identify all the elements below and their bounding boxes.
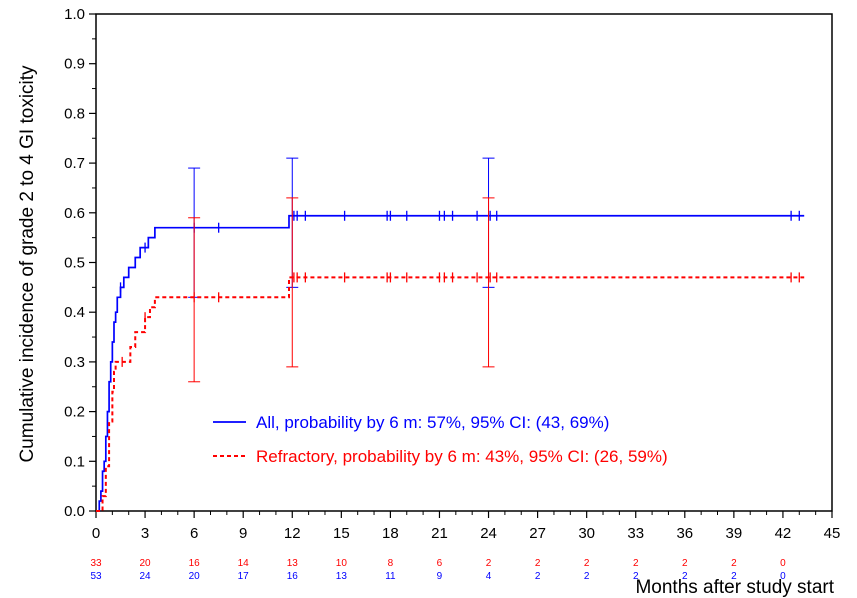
y-tick-label: 0.0 — [64, 503, 85, 520]
at-risk-count: 2 — [535, 558, 541, 569]
x-tick-label: 39 — [726, 525, 743, 542]
at-risk-count: 8 — [388, 558, 394, 569]
x-tick-label: 12 — [284, 525, 301, 542]
y-tick-label: 0.5 — [64, 255, 85, 272]
at-risk-count: 2 — [682, 558, 688, 569]
y-tick-label: 0.1 — [64, 453, 85, 470]
x-tick-label: 33 — [627, 525, 644, 542]
at-risk-count: 2 — [486, 558, 492, 569]
at-risk-count: 13 — [336, 571, 348, 582]
at-risk-count: 0 — [780, 558, 786, 569]
at-risk-count: 14 — [238, 558, 250, 569]
at-risk-count: 2 — [633, 571, 639, 582]
series-line-1 — [96, 276, 805, 512]
x-tick-label: 0 — [92, 525, 100, 542]
y-tick-label: 0.4 — [64, 304, 85, 321]
x-tick-label: 21 — [431, 525, 448, 542]
y-tick-label: 0.3 — [64, 354, 85, 371]
at-risk-count: 9 — [437, 571, 443, 582]
x-tick-label: 36 — [676, 525, 693, 542]
at-risk-count: 2 — [584, 571, 590, 582]
at-risk-count: 20 — [140, 558, 152, 569]
y-tick-label: 0.8 — [64, 105, 85, 122]
y-tick-label: 0.6 — [64, 205, 85, 222]
plot-frame — [95, 13, 833, 512]
y-tick-label: 1.0 — [64, 6, 85, 23]
at-risk-count: 16 — [189, 558, 201, 569]
y-tick-label: 0.7 — [64, 155, 85, 172]
at-risk-count: 24 — [140, 571, 152, 582]
x-tick-label: 15 — [333, 525, 350, 542]
x-tick-label: 3 — [141, 525, 149, 542]
series-layer — [96, 157, 805, 512]
at-risk-count: 2 — [682, 571, 688, 582]
y-tick-label: 0.9 — [64, 56, 85, 73]
series-line-0 — [96, 214, 805, 512]
at-risk-count: 11 — [385, 571, 396, 582]
at-risk-count: 2 — [731, 558, 737, 569]
at-risk-count: 33 — [90, 558, 102, 569]
at-risk-count: 10 — [336, 558, 348, 569]
x-tick-label: 18 — [382, 525, 399, 542]
x-tick-label: 27 — [529, 525, 546, 542]
at-risk-count: 16 — [287, 571, 299, 582]
x-tick-label: 45 — [824, 525, 841, 542]
legend-label-0: All, probability by 6 m: 57%, 95% CI: (4… — [256, 413, 609, 432]
at-risk-count: 6 — [437, 558, 443, 569]
x-tick-label: 30 — [578, 525, 595, 542]
at-risk-count: 2 — [731, 571, 737, 582]
x-tick-label: 42 — [775, 525, 792, 542]
at-risk-count: 2 — [633, 558, 639, 569]
x-tick-label: 6 — [190, 525, 198, 542]
y-axis-title: Cumulative incidence of grade 2 to 4 GI … — [17, 65, 38, 463]
at-risk-count: 20 — [189, 571, 201, 582]
at-risk-count: 13 — [287, 558, 299, 569]
legend-label-1: Refractory, probability by 6 m: 43%, 95%… — [256, 447, 668, 466]
at-risk-count: 0 — [780, 571, 786, 582]
axes-layer: 0.00.10.20.30.40.50.60.70.80.91.00 3 6 9 12 1… — [64, 6, 840, 542]
x-tick-label: 9 — [239, 525, 247, 542]
number-at-risk-table: 33 20 16 14 13 10 8 6 2 2 2 2 2 2 053 24 20 17 16 13 11 9 4 2 2 2… — [90, 558, 786, 582]
at-risk-count: 4 — [486, 571, 492, 582]
x-axis-title: Months after study start — [635, 577, 834, 598]
at-risk-count: 17 — [238, 571, 250, 582]
x-tick-label: 24 — [480, 525, 497, 542]
legend: All, probability by 6 m: 57%, 95% CI: (4… — [213, 413, 668, 466]
y-tick-label: 0.2 — [64, 404, 85, 421]
at-risk-count: 2 — [535, 571, 541, 582]
at-risk-count: 2 — [584, 558, 590, 569]
at-risk-count: 53 — [90, 571, 102, 582]
